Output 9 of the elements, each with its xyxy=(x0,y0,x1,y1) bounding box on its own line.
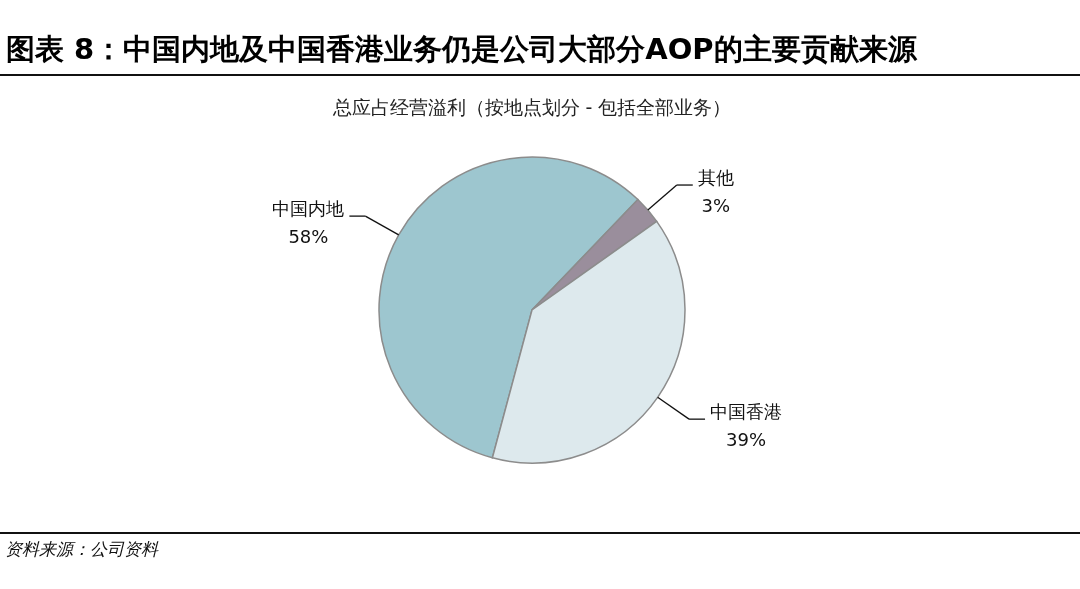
chart-title: 图表 8：中国内地及中国香港业务仍是公司大部分AOP的主要贡献来源 xyxy=(6,32,918,66)
slice-label: 中国内地 xyxy=(272,198,345,220)
slice-label: 中国香港 xyxy=(710,401,783,423)
text: 资料来源：公司资料 xyxy=(5,539,159,559)
slice-label: 其他 xyxy=(697,167,734,189)
chart-subtitle: 总应占经营溢利（按地点划分 - 包括全部业务） xyxy=(331,96,732,118)
data-label: 58% xyxy=(288,226,329,248)
data-label: 3% xyxy=(701,195,731,217)
data-label: 39% xyxy=(726,429,767,451)
